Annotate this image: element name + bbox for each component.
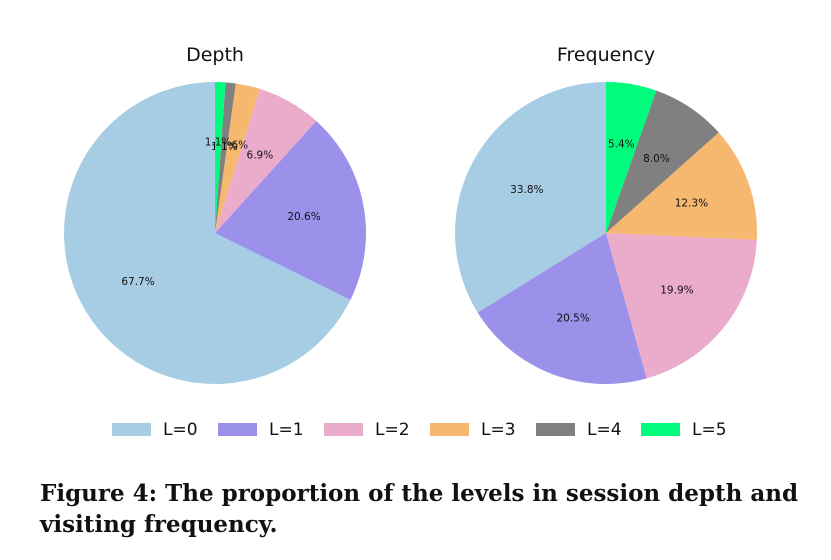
legend-swatch-l-4 [536, 423, 575, 436]
legend-swatch-l-5 [641, 423, 680, 436]
figure-caption: Figure 4: The proportion of the levels i… [40, 480, 799, 538]
pie-slice-depth-l-0 [63, 82, 351, 384]
pie-slice-frequency-l-1 [477, 233, 647, 384]
pie-value-label-depth-l-2: 6.9% [247, 149, 274, 161]
pie-slice-depth-l-1 [215, 121, 366, 300]
pie-title-depth: Depth [186, 44, 244, 66]
pie-slice-depth-l-4 [215, 82, 236, 233]
pie-slice-frequency-l-3 [606, 132, 757, 240]
legend-swatch-l-0 [112, 423, 151, 436]
legend: L=0 L=1 L=2 L=3 L=4 L=5 [112, 420, 727, 440]
pie-slice-depth-l-3 [215, 83, 260, 233]
pie-slice-depth-l-5 [215, 82, 226, 233]
legend-label-l-1: L=1 [269, 420, 304, 440]
pie-value-label-depth-l-5: 1.1% [205, 136, 232, 148]
pie-value-label-frequency-l-4: 8.0% [643, 153, 670, 165]
legend-swatch-l-2 [324, 423, 363, 436]
legend-label-l-0: L=0 [163, 420, 198, 440]
legend-label-l-5: L=5 [692, 420, 727, 440]
legend-label-l-4: L=4 [587, 420, 622, 440]
pie-value-label-frequency-l-1: 20.5% [556, 312, 589, 324]
legend-swatch-l-3 [430, 423, 469, 436]
pie-slice-depth-l-2 [215, 88, 317, 233]
pie-value-label-frequency-l-0: 33.8% [510, 184, 543, 196]
pie-value-label-frequency-l-2: 19.9% [660, 284, 693, 296]
pie-slice-frequency-l-4 [606, 90, 719, 233]
legend-label-l-3: L=3 [481, 420, 516, 440]
pie-value-label-frequency-l-3: 12.3% [675, 198, 708, 210]
pie-value-label-depth-l-3: 2.6% [221, 140, 248, 152]
pie-chart-frequency: Frequency 33.8% 20.5% 19.9% 12.3% 8.0% 5.4% [455, 44, 757, 384]
pie-slice-frequency-l-2 [606, 233, 757, 379]
legend-label-l-2: L=2 [375, 420, 410, 440]
pie-slice-frequency-l-5 [606, 82, 657, 233]
legend-swatch-l-1 [218, 423, 257, 436]
pie-slice-frequency-l-0 [455, 82, 606, 313]
pie-value-label-depth-l-0: 67.7% [121, 276, 154, 288]
pie-title-frequency: Frequency [557, 44, 655, 66]
pie-value-label-depth-l-1: 20.6% [287, 211, 320, 223]
pie-value-label-frequency-l-5: 5.4% [608, 139, 635, 151]
